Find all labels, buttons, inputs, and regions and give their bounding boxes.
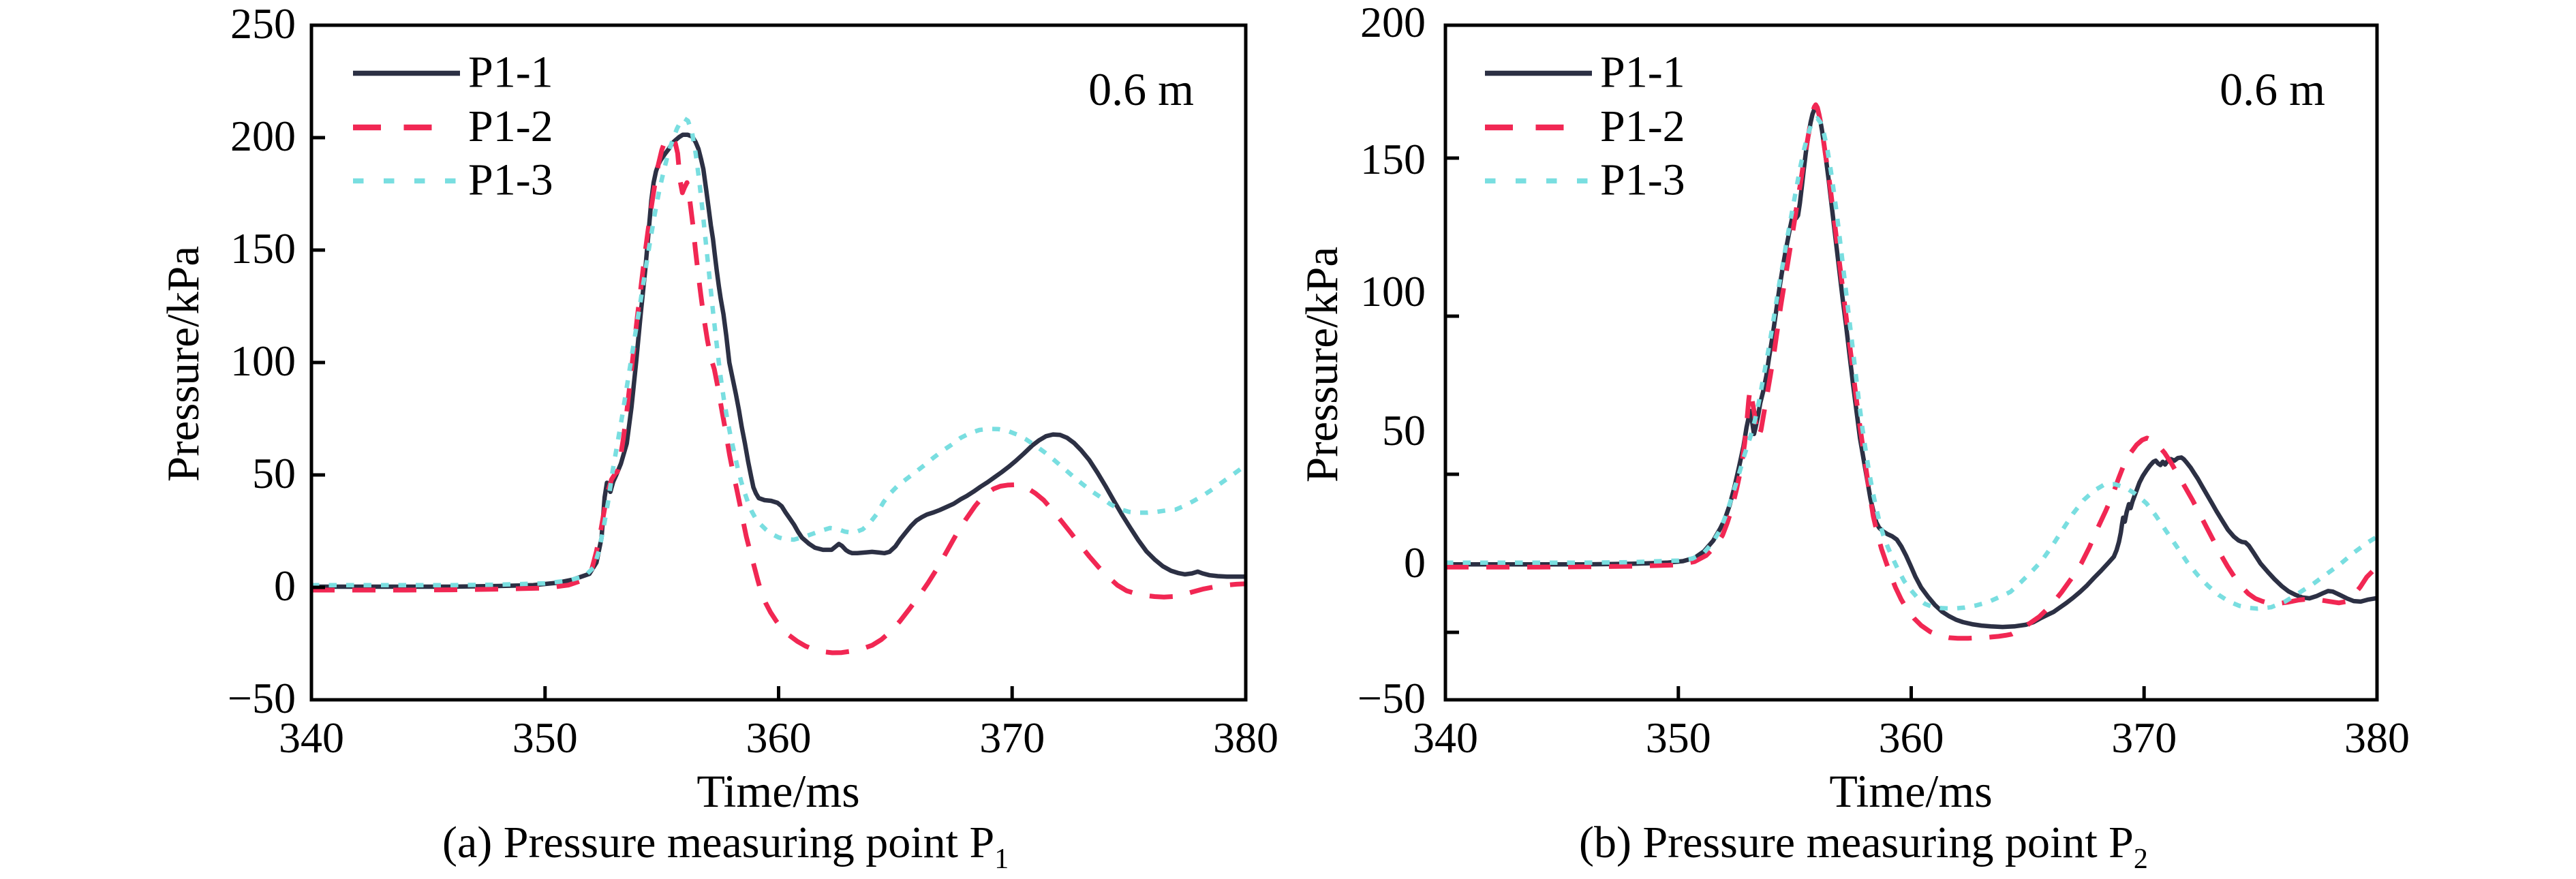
svg-text:360: 360 — [1879, 713, 1944, 762]
svg-text:0: 0 — [274, 561, 296, 610]
svg-text:370: 370 — [2111, 713, 2177, 762]
svg-text:P1-2: P1-2 — [1600, 102, 1685, 151]
svg-text:100: 100 — [230, 337, 296, 385]
svg-text:250: 250 — [230, 0, 296, 48]
svg-text:P1-3: P1-3 — [1600, 155, 1685, 205]
svg-text:0.6 m: 0.6 m — [2220, 63, 2325, 115]
svg-text:P1-2: P1-2 — [468, 102, 553, 151]
svg-text:P1-1: P1-1 — [468, 48, 553, 97]
svg-text:P1-1: P1-1 — [1600, 48, 1685, 97]
svg-text:Pressure/kPa: Pressure/kPa — [1297, 247, 1347, 482]
svg-text:50: 50 — [1382, 406, 1426, 454]
svg-text:0.6 m: 0.6 m — [1088, 63, 1194, 115]
svg-text:150: 150 — [230, 224, 296, 273]
svg-text:Time/ms: Time/ms — [696, 765, 859, 817]
svg-text:200: 200 — [230, 112, 296, 160]
svg-text:P1-3: P1-3 — [468, 155, 553, 205]
svg-text:(b) Pressure measuring point P: (b) Pressure measuring point P2 — [1579, 818, 2148, 875]
svg-text:−50: −50 — [1358, 674, 1426, 722]
svg-text:150: 150 — [1360, 135, 1426, 183]
svg-text:−50: −50 — [228, 674, 296, 722]
svg-text:370: 370 — [979, 713, 1045, 762]
svg-text:380: 380 — [2344, 713, 2410, 762]
svg-text:Time/ms: Time/ms — [1829, 765, 1992, 817]
svg-text:360: 360 — [746, 713, 812, 762]
svg-text:350: 350 — [512, 713, 578, 762]
svg-text:380: 380 — [1213, 713, 1278, 762]
svg-text:50: 50 — [252, 449, 296, 497]
svg-text:200: 200 — [1360, 0, 1426, 46]
svg-text:100: 100 — [1360, 267, 1426, 315]
svg-text:Pressure/kPa: Pressure/kPa — [158, 246, 209, 482]
svg-text:350: 350 — [1646, 713, 1711, 762]
svg-text:340: 340 — [1413, 713, 1478, 762]
svg-text:340: 340 — [279, 713, 344, 762]
svg-text:(a) Pressure measuring point P: (a) Pressure measuring point P1 — [442, 818, 1009, 875]
svg-text:0: 0 — [1404, 538, 1426, 587]
